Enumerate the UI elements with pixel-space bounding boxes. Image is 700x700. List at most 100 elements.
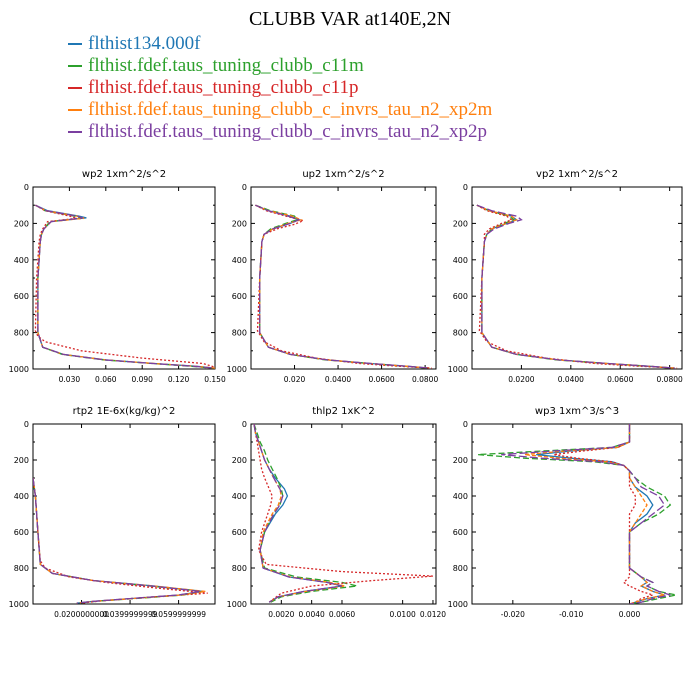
legend: flthist134.000f flthist.fdef.taus_tuning… — [68, 33, 492, 143]
y-tick-label: 600 — [14, 292, 29, 301]
chart-panel: wp3 1xm^3/s^3 0 200 400 600 800 1000 -0.020 -0.0… — [448, 406, 683, 619]
legend-swatch — [68, 109, 82, 111]
series-line — [476, 204, 675, 369]
y-tick-label: 800 — [232, 329, 247, 338]
plot-frame — [250, 423, 437, 605]
plot-frame — [32, 423, 216, 605]
series-line — [476, 204, 678, 369]
chart-title: vp2 1xm^2/s^2 — [536, 169, 618, 180]
series-line — [553, 424, 655, 604]
x-tick-label: 0.0120 — [420, 610, 446, 619]
x-tick-label: -0.010 — [559, 610, 583, 619]
y-tick-label: 200 — [14, 456, 29, 465]
legend-swatch — [68, 87, 82, 89]
y-tick-label: 200 — [232, 219, 247, 228]
y-tick-label: 0 — [242, 183, 247, 192]
legend-item: flthist.fdef.taus_tuning_clubb_c11p — [68, 77, 492, 99]
y-tick-label: 400 — [453, 492, 468, 501]
series-line — [35, 204, 215, 369]
y-tick-label: 200 — [14, 219, 29, 228]
y-tick-label: 0 — [463, 420, 468, 429]
chart-panel: rtp2 1E-6x(kg/kg)^2 0 200 400 600 800 1000 0.02… — [9, 406, 216, 619]
y-tick-label: 1000 — [227, 600, 247, 609]
series-line — [33, 477, 203, 604]
y-tick-label: 1000 — [227, 365, 247, 374]
x-tick-label: 0.120 — [168, 375, 190, 384]
series-line — [33, 477, 204, 604]
y-tick-label: 1000 — [9, 365, 29, 374]
series-line — [255, 204, 430, 369]
y-tick-label: 1000 — [448, 600, 468, 609]
legend-label: flthist.fdef.taus_tuning_clubb_c_invrs_t… — [88, 99, 493, 120]
x-tick-label: 0.0200 — [508, 375, 534, 384]
x-tick-label: 0.0399999999 — [103, 610, 158, 619]
y-tick-label: 200 — [453, 456, 468, 465]
series-line — [35, 204, 214, 369]
y-tick-label: 600 — [453, 528, 468, 537]
x-tick-label: 0.0600 — [368, 375, 394, 384]
y-tick-label: 600 — [232, 292, 247, 301]
legend-label: flthist134.000f — [88, 33, 201, 54]
series-line — [476, 204, 675, 369]
y-tick-label: 400 — [232, 256, 247, 265]
x-tick-label: 0.000 — [619, 610, 641, 619]
series-line — [524, 424, 665, 604]
chart-title: thlp2 1xK^2 — [312, 406, 375, 417]
y-tick-label: 800 — [453, 564, 468, 573]
series-line — [253, 424, 343, 603]
y-tick-label: 800 — [232, 564, 247, 573]
series-line — [255, 204, 432, 369]
series-line — [255, 204, 428, 369]
y-tick-label: 0 — [242, 420, 247, 429]
x-tick-label: 0.090 — [131, 375, 153, 384]
y-tick-label: 800 — [14, 329, 29, 338]
x-tick-label: 0.0800 — [412, 375, 438, 384]
series-line — [253, 424, 343, 603]
series-line — [255, 204, 430, 369]
x-tick-label: 0.150 — [204, 375, 226, 384]
chart-panel: wp2 1xm^2/s^2 0 200 400 600 800 1000 0.030 0.060… — [9, 169, 226, 384]
x-tick-label: 0.0040 — [299, 610, 325, 619]
y-tick-label: 0 — [24, 183, 29, 192]
x-tick-label: -0.020 — [501, 610, 525, 619]
legend-item: flthist.fdef.taus_tuning_clubb_c_invrs_t… — [68, 121, 492, 143]
chart-title: wp3 1xm^3/s^3 — [535, 406, 619, 417]
series-line — [33, 477, 201, 604]
y-tick-label: 600 — [232, 528, 247, 537]
x-tick-label: 0.0200000000 — [54, 610, 109, 619]
series-line — [253, 424, 346, 603]
x-tick-label: 0.0599999999 — [151, 610, 206, 619]
y-tick-label: 400 — [14, 256, 29, 265]
plot-frame — [32, 186, 216, 370]
y-tick-label: 800 — [453, 329, 468, 338]
x-tick-label: 0.0020 — [268, 610, 294, 619]
series-line — [33, 477, 206, 604]
series-line — [34, 204, 215, 368]
y-tick-label: 600 — [453, 292, 468, 301]
y-tick-label: 1000 — [9, 600, 29, 609]
x-tick-label: 0.0600 — [607, 375, 633, 384]
y-tick-label: 200 — [232, 456, 247, 465]
y-tick-label: 400 — [14, 492, 29, 501]
chart-title: wp2 1xm^2/s^2 — [82, 169, 166, 180]
legend-swatch — [68, 131, 82, 133]
series-line — [476, 204, 675, 369]
legend-label: flthist.fdef.taus_tuning_clubb_c11m — [88, 55, 364, 76]
series-line — [253, 424, 434, 603]
y-tick-label: 600 — [14, 528, 29, 537]
series-line — [35, 204, 215, 369]
legend-label: flthist.fdef.taus_tuning_clubb_c11p — [88, 77, 359, 98]
y-tick-label: 200 — [453, 219, 468, 228]
legend-swatch — [68, 43, 82, 45]
series-line — [253, 424, 358, 603]
series-line — [255, 204, 430, 369]
y-tick-label: 400 — [232, 492, 247, 501]
series-line — [476, 204, 673, 369]
y-tick-label: 1000 — [448, 365, 468, 374]
x-tick-label: 0.0400 — [325, 375, 351, 384]
y-tick-label: 800 — [14, 564, 29, 573]
x-tick-label: 0.0060 — [329, 610, 355, 619]
x-tick-label: 0.060 — [95, 375, 117, 384]
legend-item: flthist.fdef.taus_tuning_clubb_c11m — [68, 55, 492, 77]
